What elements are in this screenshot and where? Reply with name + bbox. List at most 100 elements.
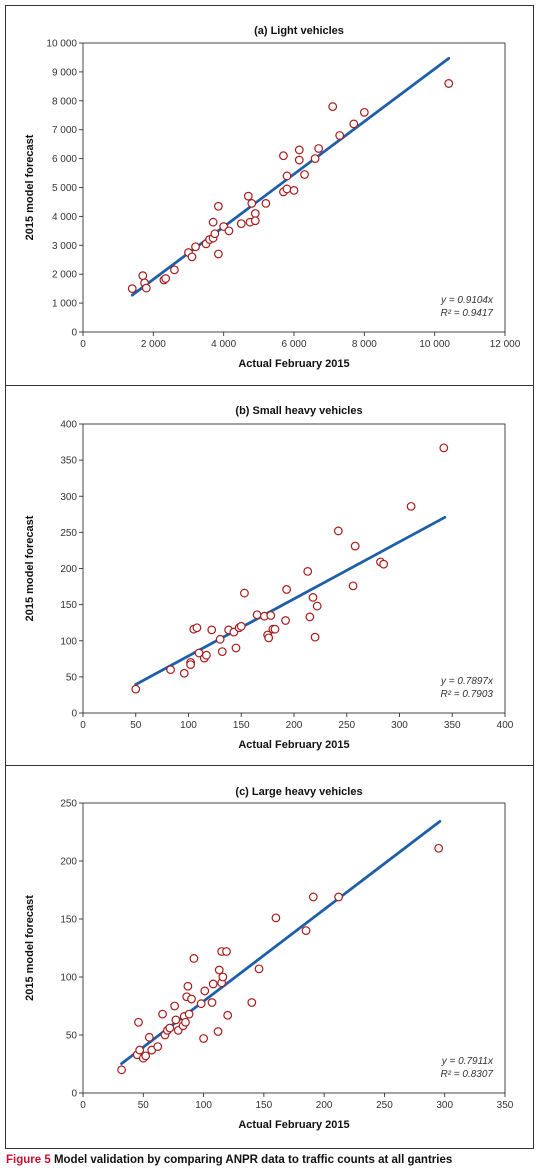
y-tick-label-c: 200	[60, 857, 77, 868]
data-point-b	[379, 559, 389, 569]
data-point-c	[117, 1065, 126, 1075]
data-point-b	[310, 632, 320, 642]
x-tick-label-a: 12 000	[490, 339, 521, 350]
chart-b: (b) Small heavy vehicles 0 50 100 150 200 250 3…	[24, 405, 514, 751]
data-point-c	[171, 1015, 181, 1025]
panel-frame-b	[5, 385, 534, 766]
y-tick-label-c: 150	[60, 915, 77, 926]
x-axis-label-a: Actual February 2015	[238, 358, 349, 370]
data-point-a	[141, 283, 151, 293]
y-tick-label-b: 300	[60, 492, 77, 503]
data-point-a	[243, 191, 253, 201]
data-point-c	[271, 913, 281, 923]
y-tick-label-c: 0	[71, 1089, 77, 1100]
data-point-b	[303, 566, 313, 576]
data-point-c	[184, 1009, 194, 1019]
data-point-b	[215, 634, 225, 644]
data-point-b	[231, 643, 241, 653]
y-tick-label-a: 9 000	[52, 67, 77, 78]
data-point-a	[250, 209, 260, 218]
data-point-c	[199, 1034, 208, 1043]
data-point-a	[279, 151, 288, 161]
data-point-c	[222, 947, 231, 956]
data-point-c	[334, 892, 344, 902]
data-point-a	[191, 242, 200, 252]
data-point-b	[202, 650, 211, 660]
x-tick-label-c: 150	[256, 1100, 273, 1111]
data-point-a	[444, 79, 454, 88]
plot-area-c	[82, 802, 506, 1094]
data-point-c	[223, 1010, 233, 1020]
data-point-a	[236, 219, 246, 229]
data-point-c	[200, 986, 210, 996]
data-point-a	[187, 252, 197, 262]
y-axis-label-b: 2015 model forecast	[24, 515, 36, 621]
r-squared-b: R² = 0.7903	[440, 689, 493, 700]
data-point-c	[308, 892, 318, 902]
x-tick-label-a: 2 000	[141, 339, 166, 350]
data-point-a	[359, 107, 369, 117]
data-point-b	[207, 625, 217, 635]
x-tick-label-b: 350	[444, 720, 461, 731]
chart-title-b: (b) Small heavy vehicles	[235, 405, 362, 417]
data-point-a	[314, 144, 324, 153]
data-point-a	[349, 119, 359, 129]
y-tick-label-b: 250	[60, 528, 77, 539]
plot-area-b	[82, 423, 506, 714]
data-point-b	[166, 665, 175, 675]
data-point-c	[214, 965, 224, 975]
data-point-b	[282, 585, 292, 594]
data-point-b	[264, 633, 274, 643]
chart-a: (a) Light vehicles 0 1 000 2 000 3 000 4 000 5…	[24, 25, 521, 370]
y-tick-label-a: 8 000	[52, 96, 77, 107]
x-tick-label-c: 200	[316, 1100, 333, 1111]
x-tick-label-a: 6 000	[281, 339, 306, 350]
x-tick-label-b: 100	[180, 720, 197, 731]
data-point-a	[289, 185, 299, 195]
caption-label: Figure 5	[6, 1154, 51, 1166]
x-tick-label-c: 300	[436, 1100, 453, 1111]
x-tick-label-b: 0	[80, 720, 86, 731]
data-point-c	[196, 999, 206, 1009]
x-tick-label-c: 350	[497, 1100, 514, 1111]
y-tick-label-b: 200	[60, 564, 77, 575]
data-point-c	[134, 1017, 143, 1027]
data-point-c	[189, 954, 199, 963]
data-point-c	[207, 998, 217, 1007]
data-point-c	[158, 1009, 167, 1019]
data-point-a	[127, 284, 137, 294]
data-point-a	[294, 155, 304, 165]
data-point-b	[270, 624, 280, 634]
x-axis-label-c: Actual February 2015	[238, 1119, 349, 1131]
data-point-b	[236, 621, 246, 631]
trendline-b	[134, 515, 447, 686]
y-tick-label-a: 0	[71, 328, 77, 339]
data-point-a	[300, 170, 309, 179]
data-point-b	[240, 588, 249, 598]
data-point-b	[348, 581, 358, 591]
data-point-b	[312, 601, 322, 611]
data-point-b	[131, 684, 141, 694]
y-tick-label-c: 100	[60, 973, 77, 984]
data-point-b	[266, 611, 276, 620]
y-tick-label-a: 5 000	[52, 183, 77, 194]
y-tick-label-a: 6 000	[52, 154, 77, 165]
data-point-a	[213, 201, 223, 211]
data-point-a	[208, 217, 218, 227]
data-point-a	[328, 102, 338, 111]
y-tick-label-a: 4 000	[52, 212, 77, 223]
data-point-a	[310, 154, 320, 164]
data-point-a	[247, 198, 257, 208]
data-point-c	[247, 998, 257, 1007]
x-tick-label-c: 50	[138, 1100, 150, 1111]
data-point-c	[301, 926, 311, 935]
data-point-a	[282, 171, 292, 181]
y-tick-label-b: 100	[60, 636, 77, 647]
data-point-c	[434, 843, 444, 853]
y-tick-label-b: 150	[60, 600, 77, 611]
data-point-a	[210, 229, 220, 239]
y-tick-label-c: 250	[60, 799, 77, 810]
data-point-c	[254, 964, 264, 974]
x-tick-label-a: 4 000	[211, 339, 236, 350]
